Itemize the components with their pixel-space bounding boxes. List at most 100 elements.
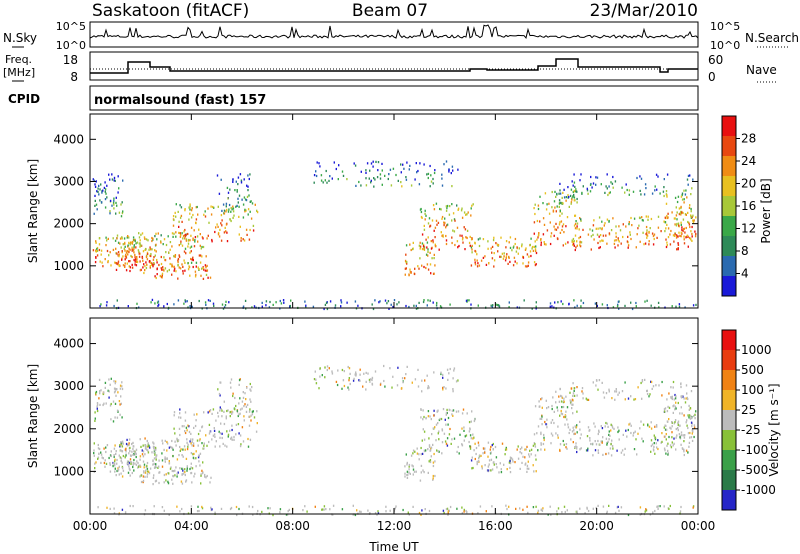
power-cell [408, 168, 410, 171]
velocity-cell [443, 511, 445, 515]
velocity-cell [145, 469, 147, 472]
velocity-cell [445, 423, 447, 426]
velocity-cell [356, 509, 358, 512]
power-cell [683, 235, 685, 238]
power-cell [335, 167, 337, 171]
power-cell [116, 237, 118, 240]
power-cell [221, 303, 224, 306]
velocity-cell [113, 507, 115, 510]
power-cell [177, 210, 179, 213]
power-cell [470, 207, 472, 210]
velocity-cell [528, 467, 530, 470]
power-cell [429, 299, 431, 302]
power-cell [114, 261, 116, 264]
velocity-cell [432, 478, 434, 481]
velocity-cell [241, 400, 244, 403]
velocity-cell [113, 512, 116, 515]
velocity-cell [579, 420, 581, 423]
power-cell [616, 305, 619, 308]
power-cell [160, 241, 162, 244]
velocity-cell [653, 434, 655, 437]
velocity-cell [536, 432, 538, 435]
velocity-cell [218, 430, 220, 433]
velocity-cell [418, 453, 420, 456]
power-cell [194, 275, 197, 278]
power-cell [544, 192, 547, 195]
power-cell [415, 162, 417, 165]
velocity-cell [602, 505, 605, 508]
power-cell [178, 244, 180, 247]
power-cell [624, 304, 626, 307]
velocity-cell [155, 458, 157, 461]
velocity-colorbar-tick-label: 500 [741, 363, 764, 377]
power-cell [666, 241, 668, 244]
power-cell [150, 253, 152, 256]
power-cell [168, 268, 170, 272]
velocity-cell [565, 446, 567, 449]
velocity-cell [142, 479, 145, 482]
power-cell [139, 242, 141, 245]
velocity-cell [648, 395, 650, 398]
power-cell [223, 212, 226, 215]
power-cell [680, 223, 682, 226]
velocity-cell [413, 470, 416, 473]
velocity-cell [606, 443, 608, 446]
power-cell [599, 234, 602, 237]
power-cell [578, 237, 580, 240]
power-cell [551, 190, 553, 194]
velocity-cell [154, 480, 157, 483]
power-cell [97, 187, 99, 190]
velocity-cell [153, 450, 156, 453]
power-cell [573, 181, 576, 184]
velocity-cell [415, 470, 417, 473]
power-cell [145, 255, 148, 259]
power-cell [151, 263, 153, 266]
velocity-cell [248, 505, 250, 508]
power-cell [207, 276, 209, 279]
power-cell [635, 301, 637, 305]
power-cell [134, 263, 136, 266]
power-cell [535, 245, 537, 248]
velocity-cell [447, 416, 450, 420]
power-cell [419, 208, 422, 211]
power-cell [95, 240, 97, 243]
power-cell [139, 245, 141, 248]
power-cell [379, 173, 382, 176]
velocity-cell [173, 411, 176, 414]
power-cell [189, 203, 191, 206]
velocity-cell [449, 427, 451, 431]
velocity-ylabel: Slant Range [km] [26, 364, 40, 468]
velocity-cell [675, 401, 677, 404]
velocity-cell [201, 469, 203, 472]
velocity-cell [640, 381, 642, 385]
power-cell [570, 202, 572, 205]
velocity-cell [129, 450, 131, 453]
velocity-cell [218, 392, 221, 396]
velocity-cell [563, 505, 566, 508]
power-cell [123, 247, 125, 250]
velocity-cell [114, 467, 116, 470]
power-cell [418, 244, 421, 247]
velocity-cell [489, 448, 491, 451]
power-cell [365, 171, 367, 174]
velocity-cell [139, 455, 142, 458]
velocity-cell [324, 366, 326, 369]
velocity-cell [453, 437, 456, 440]
power-cell [586, 189, 589, 192]
velocity-cell [203, 447, 205, 450]
velocity-cell [234, 408, 236, 411]
velocity-cell [544, 420, 546, 424]
power-cell [137, 249, 140, 252]
velocity-cell [360, 510, 362, 513]
velocity-cell [146, 439, 148, 443]
power-cell [430, 180, 433, 183]
power-cell [549, 221, 551, 224]
velocity-cell [168, 460, 170, 463]
velocity-cell [478, 454, 481, 457]
power-cell [187, 268, 190, 271]
velocity-cell [197, 444, 199, 447]
power-cell [537, 204, 540, 207]
velocity-cell [105, 450, 107, 454]
velocity-cell [420, 446, 422, 450]
